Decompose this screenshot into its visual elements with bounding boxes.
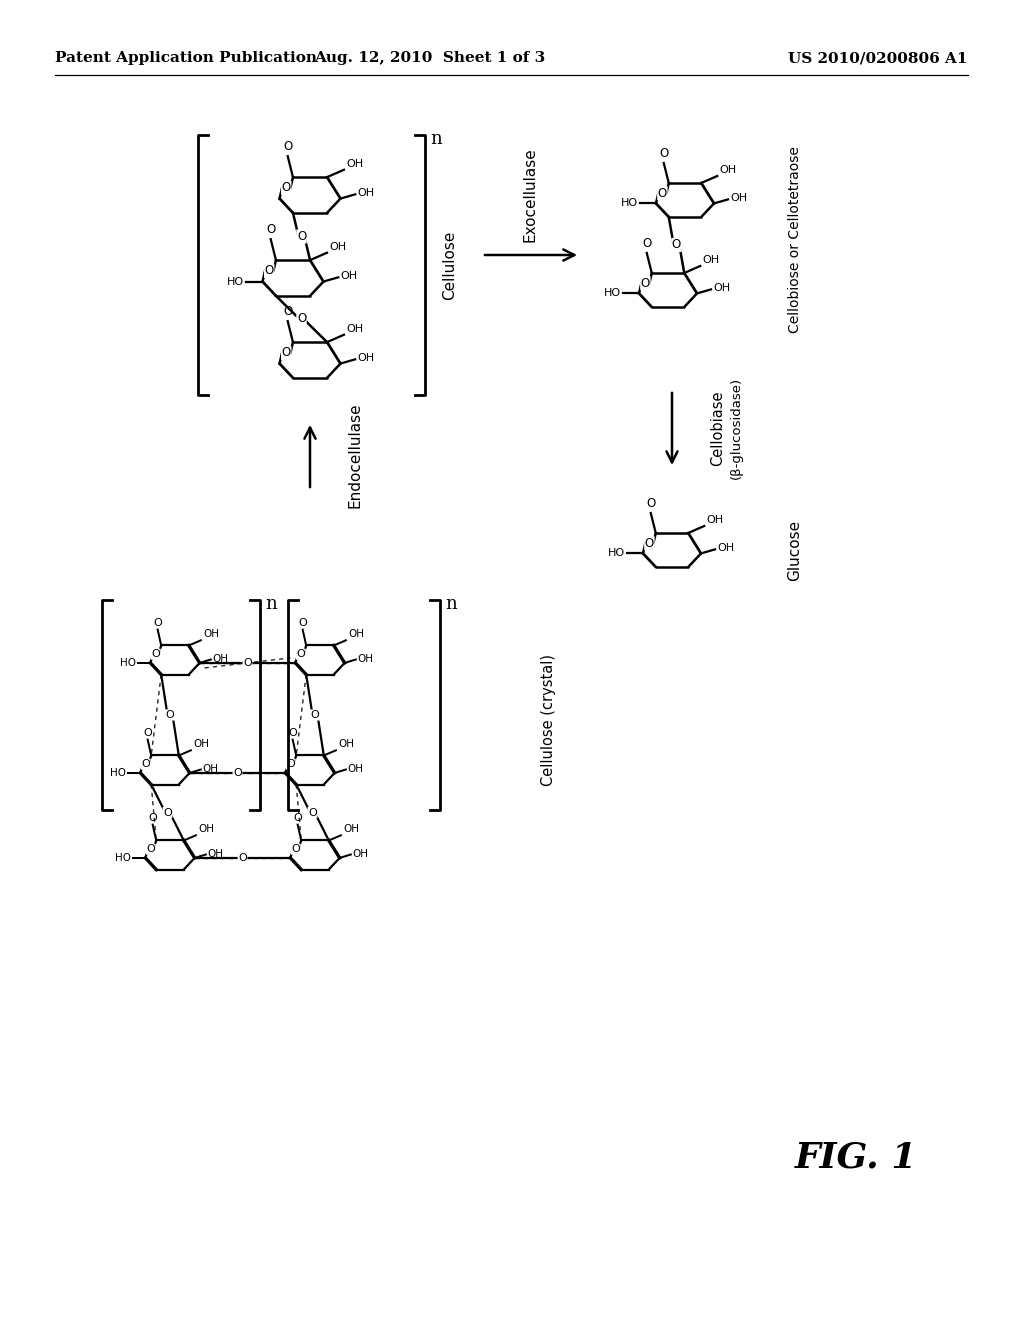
Text: O: O: [243, 657, 252, 668]
Text: OH: OH: [348, 763, 364, 774]
Text: OH: OH: [713, 284, 730, 293]
Text: FIG. 1: FIG. 1: [795, 1140, 918, 1175]
Text: Glucose: Glucose: [787, 520, 803, 581]
Text: O: O: [293, 813, 302, 822]
Text: Cellulose: Cellulose: [442, 230, 458, 300]
Text: Endocellulase: Endocellulase: [347, 403, 362, 508]
Text: O: O: [282, 181, 291, 194]
Text: Cellulose (crystal): Cellulose (crystal): [541, 653, 555, 785]
Text: HO: HO: [621, 198, 638, 209]
Text: OH: OH: [203, 763, 219, 774]
Text: OH: OH: [707, 515, 723, 525]
Text: Cellobiose or Cellotetraose: Cellobiose or Cellotetraose: [788, 147, 802, 334]
Text: OH: OH: [357, 653, 374, 664]
Text: O: O: [296, 649, 305, 659]
Text: O: O: [297, 230, 306, 243]
Text: OH: OH: [719, 165, 736, 176]
Text: (β-glucosidase): (β-glucosidase): [729, 378, 742, 479]
Text: OH: OH: [193, 739, 209, 750]
Text: OH: OH: [730, 194, 748, 203]
Text: O: O: [264, 264, 273, 277]
Text: OH: OH: [353, 849, 369, 858]
Text: OH: OH: [357, 354, 375, 363]
Text: HO: HO: [111, 768, 126, 777]
Text: n: n: [445, 595, 457, 612]
Text: O: O: [292, 845, 300, 854]
Text: US 2010/0200806 A1: US 2010/0200806 A1: [788, 51, 968, 65]
Text: O: O: [146, 845, 156, 854]
Text: OH: OH: [329, 242, 346, 252]
Text: O: O: [148, 813, 157, 822]
Text: OH: OH: [203, 630, 219, 639]
Text: OH: OH: [198, 824, 214, 834]
Text: O: O: [672, 239, 681, 252]
Text: n: n: [265, 595, 276, 612]
Text: O: O: [166, 710, 174, 719]
Text: HO: HO: [226, 277, 244, 286]
Text: O: O: [152, 649, 160, 659]
Text: Patent Application Publication: Patent Application Publication: [55, 51, 317, 65]
Text: HO: HO: [608, 548, 625, 558]
Text: O: O: [657, 186, 667, 199]
Text: O: O: [163, 808, 172, 817]
Text: O: O: [266, 223, 275, 236]
Text: O: O: [282, 346, 291, 359]
Text: OH: OH: [346, 158, 364, 169]
Text: OH: OH: [208, 849, 224, 858]
Text: O: O: [239, 853, 247, 863]
Text: O: O: [283, 140, 292, 153]
Text: n: n: [430, 129, 441, 148]
Text: Cellobiase: Cellobiase: [711, 391, 725, 466]
Text: O: O: [646, 498, 655, 510]
Text: O: O: [642, 238, 651, 249]
Text: O: O: [641, 277, 650, 289]
Text: HO: HO: [116, 853, 131, 863]
Text: OH: OH: [338, 739, 354, 750]
Text: O: O: [308, 808, 316, 817]
Text: OH: OH: [717, 544, 734, 553]
Text: Exocellulase: Exocellulase: [522, 148, 538, 243]
Text: O: O: [297, 313, 306, 326]
Text: HO: HO: [604, 288, 621, 298]
Text: O: O: [287, 759, 295, 770]
Text: O: O: [233, 768, 242, 777]
Text: O: O: [143, 727, 152, 738]
Text: OH: OH: [213, 653, 228, 664]
Text: O: O: [289, 727, 297, 738]
Text: OH: OH: [702, 255, 720, 265]
Text: HO: HO: [120, 657, 136, 668]
Text: OH: OH: [357, 189, 375, 198]
Text: OH: OH: [348, 630, 364, 639]
Text: O: O: [283, 305, 292, 318]
Text: O: O: [154, 618, 162, 628]
Text: O: O: [645, 537, 654, 549]
Text: OH: OH: [340, 272, 357, 281]
Text: O: O: [141, 759, 151, 770]
Text: Aug. 12, 2010  Sheet 1 of 3: Aug. 12, 2010 Sheet 1 of 3: [314, 51, 546, 65]
Text: OH: OH: [343, 824, 358, 834]
Text: OH: OH: [346, 323, 364, 334]
Text: O: O: [310, 710, 319, 719]
Text: O: O: [659, 147, 669, 160]
Text: O: O: [298, 618, 307, 628]
